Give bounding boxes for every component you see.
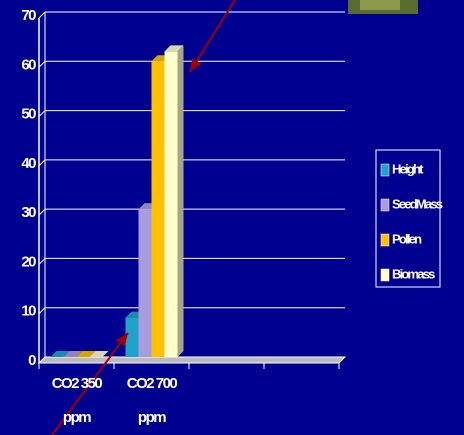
grid-line-depth [39, 111, 45, 117]
bar [139, 209, 152, 357]
y-tick-label: 30 [21, 204, 36, 221]
x-tick-label: CO2 700 ppm [122, 367, 182, 435]
legend-label: SeedMass [392, 196, 443, 211]
arrow-head [190, 58, 201, 72]
grid-line-depth [39, 160, 45, 166]
legend-label: Biomass [392, 266, 435, 281]
legend-swatch [381, 199, 389, 211]
grid-line-depth [39, 308, 45, 314]
grid-line-depth [39, 12, 45, 18]
grid-line-depth [39, 258, 45, 264]
y-tick-label: 40 [21, 155, 36, 172]
legend-swatch [381, 234, 389, 246]
bar [165, 51, 178, 357]
bar [152, 61, 165, 357]
y-tick-label: 10 [21, 303, 36, 320]
bar-side [178, 45, 184, 357]
legend-label: Height [392, 161, 424, 176]
y-tick-label: 0 [28, 352, 36, 369]
y-tick-label: 50 [21, 106, 36, 123]
bar [126, 318, 139, 357]
legend-swatch [381, 269, 389, 281]
floor [39, 357, 345, 363]
grid-line-depth [39, 61, 45, 67]
photo-detail [360, 0, 400, 10]
y-tick-label: 60 [21, 56, 36, 73]
legend-label: Pollen [392, 231, 422, 246]
grid-line-depth [39, 209, 45, 215]
slide: 0 10 20 30 40 50 60 70 Height SeedMass Pollen Bioma… [0, 0, 464, 435]
legend-swatch [381, 164, 389, 176]
y-tick-label: 20 [21, 253, 36, 270]
y-tick-label: 70 [21, 7, 36, 24]
x-tick-label: CO2 350 ppm [47, 367, 107, 435]
